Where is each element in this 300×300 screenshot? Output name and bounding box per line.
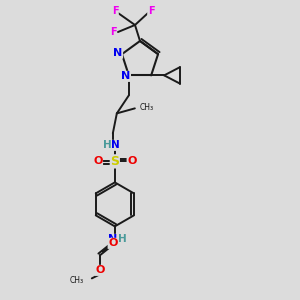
Text: H: H [103, 140, 112, 150]
Text: S: S [110, 155, 119, 168]
Text: O: O [93, 156, 103, 167]
Text: CH₃: CH₃ [140, 103, 154, 112]
Text: O: O [127, 156, 136, 167]
Text: CH₃: CH₃ [70, 276, 84, 285]
Text: O: O [108, 238, 118, 248]
Text: O: O [95, 266, 104, 275]
Text: N: N [113, 48, 123, 58]
Text: N: N [108, 234, 118, 244]
Text: F: F [148, 6, 154, 16]
Text: F: F [110, 27, 116, 37]
Text: H: H [118, 234, 127, 244]
Text: N: N [112, 140, 120, 150]
Text: F: F [112, 6, 118, 16]
Text: N: N [121, 71, 130, 81]
